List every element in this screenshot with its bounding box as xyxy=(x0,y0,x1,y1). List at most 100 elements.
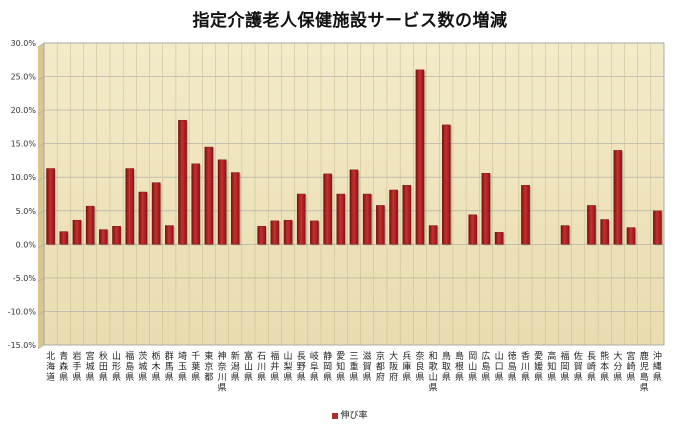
x-tick-label: 鹿児島県 xyxy=(640,350,649,394)
bar xyxy=(99,229,108,245)
x-tick-label: 宮崎県 xyxy=(627,350,636,383)
x-tick-label: 大分県 xyxy=(613,350,622,383)
x-tick-label: 長崎県 xyxy=(587,351,596,383)
bar xyxy=(389,189,398,245)
x-tick-label: 岩手県 xyxy=(72,350,81,383)
x-tick-label: 和歌山県 xyxy=(429,351,438,394)
x-tick-label: 京都府 xyxy=(376,350,385,383)
x-tick-label: 滋賀県 xyxy=(363,350,372,383)
x-tick-label: 秋田県 xyxy=(99,350,108,383)
x-tick-label: 福岡県 xyxy=(561,350,570,383)
x-tick-label: 長野県 xyxy=(297,351,306,383)
bar xyxy=(310,220,319,245)
y-tick-label: 20.0% xyxy=(11,106,37,115)
x-tick-label: 栃木県 xyxy=(152,350,161,383)
y-tick-label: 10.0% xyxy=(11,173,37,182)
x-tick-label: 静岡県 xyxy=(323,350,332,383)
x-tick-label: 広島県 xyxy=(481,350,490,383)
bar xyxy=(204,146,214,245)
x-tick-label: 富山県 xyxy=(244,350,253,383)
bar xyxy=(560,225,570,245)
plot-side-wall xyxy=(38,43,44,349)
bar xyxy=(178,119,187,245)
x-tick-label: 福井県 xyxy=(270,350,279,383)
x-tick-label: 三重県 xyxy=(349,352,358,383)
gridline-side xyxy=(37,176,45,182)
x-tick-label: 徳島県 xyxy=(508,350,517,383)
x-tick-label: 沖縄県 xyxy=(653,350,662,383)
gridline-side xyxy=(37,76,45,81)
x-tick-label: 岐阜県 xyxy=(310,350,319,383)
y-tick-label: 25.0% xyxy=(11,73,37,82)
gridline-side xyxy=(37,109,45,115)
bar xyxy=(191,163,200,245)
x-tick-label: 愛媛県 xyxy=(534,350,543,383)
gridline-side xyxy=(37,42,45,48)
gridline-side xyxy=(37,277,45,283)
bar xyxy=(653,210,662,245)
x-tick-label: 佐賀県 xyxy=(574,350,583,383)
y-tick-label: 30.0% xyxy=(11,39,37,48)
x-tick-label: 大阪府 xyxy=(389,350,398,383)
x-tick-label: 宮城県 xyxy=(86,350,95,383)
x-tick-label: 神奈川県 xyxy=(218,350,227,394)
x-tick-label: 山形県 xyxy=(112,351,121,383)
x-tick-label: 高知県 xyxy=(547,350,556,383)
bar xyxy=(402,185,412,245)
bar xyxy=(46,168,55,245)
bar xyxy=(376,205,385,245)
bar xyxy=(442,124,451,245)
gridline-side xyxy=(37,344,45,350)
bar xyxy=(296,193,306,245)
bar xyxy=(85,205,95,245)
x-tick-label: 熊本県 xyxy=(600,350,609,383)
bar xyxy=(72,219,82,245)
bar xyxy=(257,226,266,245)
x-tick-label: 青森県 xyxy=(59,350,68,383)
x-tick-label: 兵庫県 xyxy=(402,350,411,383)
x-tick-label: 岡山県 xyxy=(468,351,477,383)
bar xyxy=(428,225,438,245)
x-tick-label: 群馬県 xyxy=(165,350,174,383)
x-tick-label: 香川県 xyxy=(521,351,530,383)
y-tick-label: -10.0% xyxy=(8,307,37,316)
bar xyxy=(349,169,359,245)
x-tick-label: 埼玉県 xyxy=(178,350,187,383)
bar xyxy=(112,226,121,245)
y-tick-label: -5.0% xyxy=(13,274,37,283)
bar xyxy=(613,150,623,245)
bar xyxy=(415,69,425,245)
bar xyxy=(600,219,609,245)
x-tick-label: 島根県 xyxy=(455,350,464,383)
y-tick-label: 5.0% xyxy=(16,207,37,216)
legend: 伸び率 xyxy=(0,408,700,421)
gridline-side xyxy=(37,311,45,316)
bar xyxy=(521,185,530,245)
x-tick-label: 奈良県 xyxy=(415,350,424,383)
bar xyxy=(362,193,372,245)
bar xyxy=(323,173,332,245)
y-tick-label: -15.0% xyxy=(8,341,37,350)
bar xyxy=(151,182,161,245)
x-tick-label: 山口県 xyxy=(495,351,504,383)
x-tick-label: 茨城県 xyxy=(138,350,147,383)
gridline-side xyxy=(37,244,45,249)
x-tick-label: 山梨県 xyxy=(284,351,293,383)
bar xyxy=(336,193,346,245)
x-tick-label: 新潟県 xyxy=(231,350,240,383)
bar xyxy=(165,225,174,245)
bar xyxy=(283,219,293,245)
x-tick-label: 愛知県 xyxy=(336,350,345,383)
bar xyxy=(481,172,491,245)
bar xyxy=(138,191,148,245)
bar xyxy=(125,168,135,245)
legend-swatch xyxy=(332,412,339,419)
bar xyxy=(468,214,478,245)
x-tick-label: 北海道 xyxy=(46,351,55,383)
chart-title: 指定介護老人保健施設サービス数の増減 xyxy=(192,11,508,31)
x-tick-label: 東京都 xyxy=(204,350,213,383)
y-tick-label: 15.0% xyxy=(11,140,37,149)
bar xyxy=(230,172,240,245)
x-tick-label: 千葉県 xyxy=(191,351,200,383)
